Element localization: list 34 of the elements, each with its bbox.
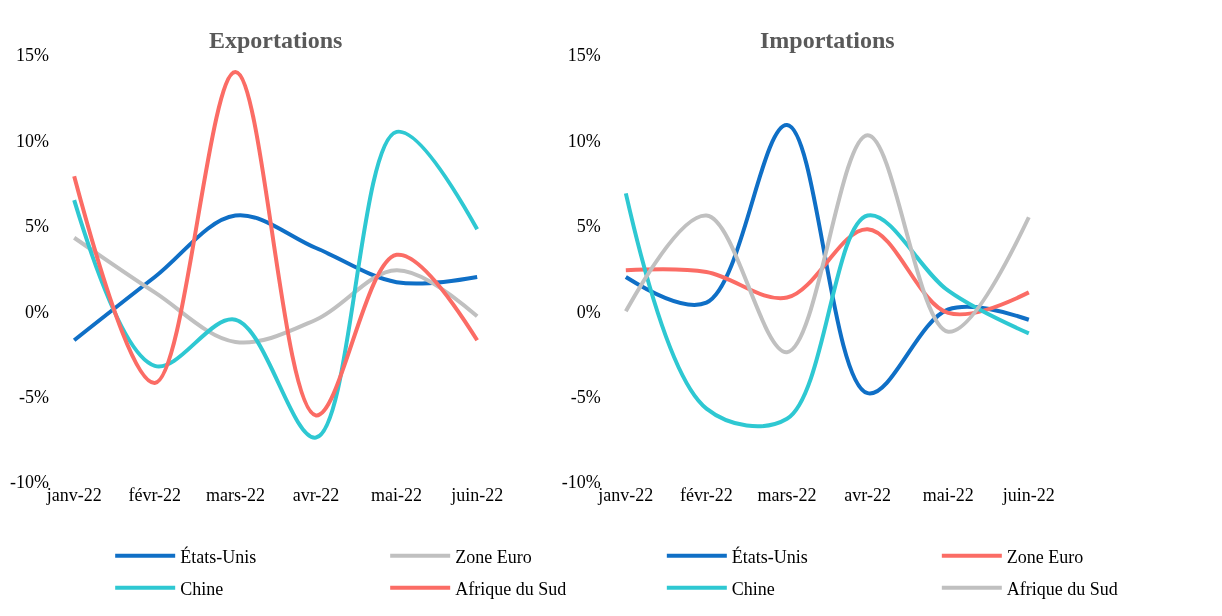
legend-label: Chine xyxy=(731,578,775,599)
x-tick-label: févr-22 xyxy=(128,485,182,505)
y-tick-label: 5% xyxy=(25,216,49,237)
legend-label: Chine xyxy=(180,578,224,599)
line-series xyxy=(72,129,480,440)
y-tick-label: -5% xyxy=(570,386,601,407)
x-tick-label: avr-22 xyxy=(844,485,891,505)
legend-label: Afrique du Sud xyxy=(455,578,567,599)
legend-label: Zone Euro xyxy=(1006,546,1084,567)
chart-title: Exportations xyxy=(209,27,343,53)
x-tick-label: avr-22 xyxy=(292,485,340,505)
x-tick-label: juin-22 xyxy=(1001,485,1055,505)
line-series xyxy=(623,133,1031,355)
legend-label: Zone Euro xyxy=(455,546,532,567)
y-tick-label: 15% xyxy=(16,45,49,66)
x-tick-label: mai-22 xyxy=(922,485,974,505)
x-tick-label: févr-22 xyxy=(680,485,733,505)
x-tick-label: mars-22 xyxy=(205,485,265,505)
x-tick-label: mai-22 xyxy=(371,485,423,505)
legend-label: États-Unis xyxy=(731,545,808,567)
y-tick-label: 5% xyxy=(576,216,601,237)
y-tick-label: 15% xyxy=(567,45,601,66)
y-tick-label: 0% xyxy=(25,301,49,322)
x-tick-label: mars-22 xyxy=(757,485,817,505)
y-tick-label: 0% xyxy=(576,301,601,322)
legend-label: Afrique du Sud xyxy=(1006,578,1118,599)
legend-label: États-Unis xyxy=(180,545,257,567)
chart-title: Importations xyxy=(760,27,895,53)
y-tick-label: 10% xyxy=(16,130,49,151)
y-tick-label: -5% xyxy=(19,386,49,407)
y-tick-label: 10% xyxy=(567,130,601,151)
x-tick-label: juin-22 xyxy=(450,485,504,505)
line-series xyxy=(72,70,480,418)
line-series xyxy=(72,213,480,343)
